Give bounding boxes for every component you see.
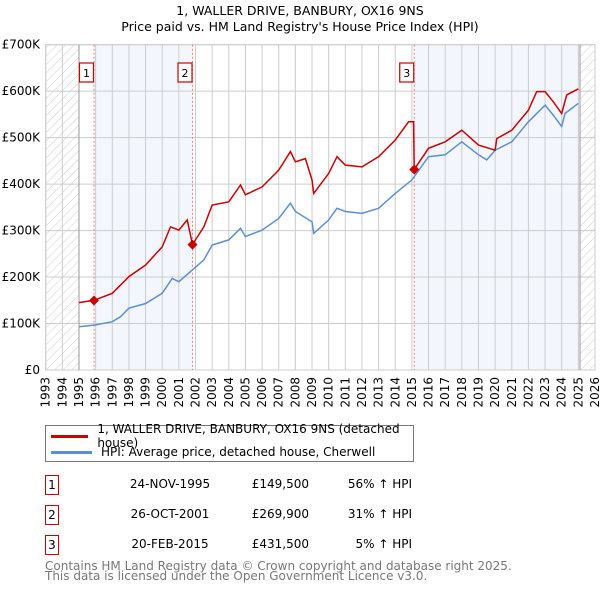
x-tick-label: 2000 [155, 377, 169, 408]
x-tick-label: 2017 [438, 377, 452, 408]
sale-label: 2 [182, 67, 189, 80]
x-tick-label: 1994 [55, 377, 69, 408]
y-tick-label: £400K [2, 177, 42, 191]
footer-copyright: Contains HM Land Registry data © Crown c… [45, 559, 512, 573]
transaction-hpi: 56% ↑ HPI [347, 477, 412, 491]
x-tick-label: 2014 [388, 377, 402, 408]
x-tick-label: 1997 [105, 377, 119, 408]
x-tick-label: 2003 [205, 377, 219, 408]
transaction-row: 2 26-OCT-2001 £269,900 31% ↑ HPI [45, 505, 445, 527]
x-tick-label: 2002 [189, 377, 203, 408]
legend-item-property: 1, WALLER DRIVE, BANBURY, OX16 9NS (deta… [51, 422, 413, 450]
x-tick-label: 2022 [521, 377, 535, 408]
sale-label: 1 [83, 67, 90, 80]
hpi-line-swatch [51, 450, 92, 454]
x-tick-label: 2018 [455, 377, 469, 408]
transaction-date: 26-OCT-2001 [130, 507, 210, 521]
y-tick-label: £100K [2, 317, 42, 331]
x-tick-label: 2001 [172, 377, 186, 408]
footer-licence: This data is licensed under the Open Gov… [45, 569, 428, 583]
marker-badge: 2 [45, 505, 59, 525]
legend-label: 1, WALLER DRIVE, BANBURY, OX16 9NS (deta… [97, 422, 400, 450]
x-tick-label: 2005 [238, 377, 252, 408]
sale-period-shading [414, 44, 581, 370]
x-tick-label: 2012 [355, 377, 369, 408]
chart-title: 1, WALLER DRIVE, BANBURY, OX16 9NS [176, 3, 423, 18]
x-tick-label: 1995 [72, 377, 86, 408]
x-tick-label: 2020 [488, 377, 502, 408]
hpi-line [78, 102, 579, 328]
y-tick-label: £500K [2, 131, 42, 145]
x-tick-label: 2016 [422, 377, 436, 408]
x-tick-label: 2004 [222, 377, 236, 408]
y-tick-label: £600K [2, 84, 42, 98]
x-tick-label: 2006 [255, 377, 269, 408]
property-line-swatch [51, 434, 89, 438]
property-price-line [78, 88, 579, 304]
x-tick-label: 2015 [405, 377, 419, 408]
chart-subtitle: Price paid vs. HM Land Registry's House … [121, 19, 478, 34]
transaction-date: 20-FEB-2015 [131, 537, 209, 551]
sale-label-box [177, 62, 193, 83]
sale-label-box [78, 62, 95, 83]
transaction-row: 1 24-NOV-1995 £149,500 56% ↑ HPI [45, 475, 445, 497]
x-tick-label: 2025 [571, 377, 585, 408]
sale-point [88, 295, 99, 306]
y-tick-label: £200K [2, 270, 42, 284]
x-tick-label: 1996 [89, 377, 103, 408]
no-data-hatch [580, 44, 595, 370]
legend-item-hpi: HPI: Average price, detached house, Cher… [51, 444, 375, 460]
y-tick-label: £0 [25, 363, 40, 377]
plot-border [45, 44, 596, 371]
x-tick-label: 2010 [322, 377, 336, 408]
transaction-hpi: 31% ↑ HPI [347, 507, 412, 521]
x-tick-label: 2021 [505, 377, 519, 408]
transaction-row: 3 20-FEB-2015 £431,500 5% ↑ HPI [45, 535, 445, 557]
x-tick-label: 2007 [272, 377, 286, 408]
x-tick-label: 2023 [538, 377, 552, 408]
marker-badge: 1 [45, 475, 59, 495]
legend: 1, WALLER DRIVE, BANBURY, OX16 9NS (deta… [45, 422, 414, 462]
x-tick-label: 2026 [588, 377, 600, 408]
sale-point [409, 164, 420, 175]
transaction-price: £149,500 [251, 477, 309, 491]
y-tick-label: £300K [2, 224, 42, 238]
sale-period-shading [93, 44, 193, 370]
price-chart: 1, WALLER DRIVE, BANBURY, OX16 9NS Price… [2, 3, 600, 408]
transaction-price: £431,500 [251, 537, 309, 551]
x-tick-label: 2013 [372, 377, 386, 408]
x-tick-label: 2019 [471, 377, 485, 408]
x-tick-label: 2008 [288, 377, 302, 408]
x-tick-label: 1998 [122, 377, 136, 408]
x-tick-label: 2009 [305, 377, 319, 408]
x-tick-label: 1993 [39, 377, 53, 408]
x-tick-label: 2024 [555, 377, 569, 408]
legend-label: HPI: Average price, detached house, Cher… [101, 445, 376, 459]
sale-point [187, 239, 198, 250]
transaction-date: 24-NOV-1995 [129, 477, 211, 491]
marker-badge: 3 [45, 535, 59, 555]
sale-label: 3 [403, 67, 410, 80]
x-tick-label: 1999 [139, 377, 153, 408]
x-tick-label: 2011 [338, 377, 352, 408]
sale-label-box [399, 62, 415, 83]
transaction-hpi: 5% ↑ HPI [355, 537, 412, 551]
transaction-price: £269,900 [251, 507, 309, 521]
y-tick-label: £700K [2, 38, 42, 52]
